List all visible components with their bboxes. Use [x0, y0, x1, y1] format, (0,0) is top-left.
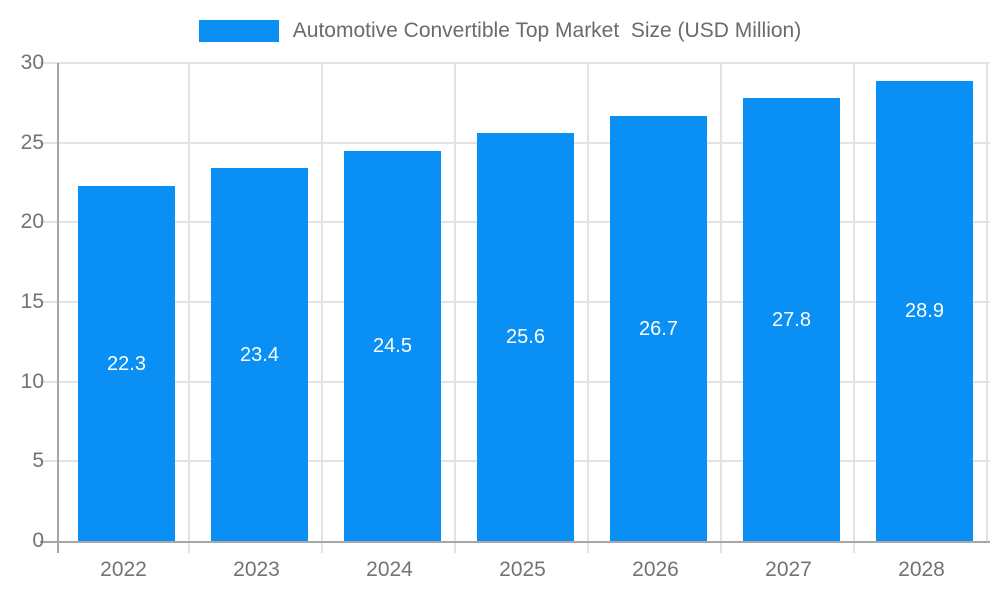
bar-value-label: 27.8	[772, 308, 811, 331]
bar-value-label: 25.6	[506, 326, 545, 348]
x-tick-label: 2027	[765, 558, 812, 581]
bar	[743, 98, 840, 541]
bar	[610, 116, 707, 541]
bar	[344, 151, 441, 541]
x-tick-label: 2022	[100, 558, 147, 581]
x-tick-label: 2024	[366, 558, 413, 581]
x-gridline	[986, 63, 988, 541]
bar-value-label: 23.4	[240, 343, 279, 366]
bar	[477, 133, 574, 541]
x-gridline	[188, 63, 190, 553]
y-tick-label: 30	[20, 51, 44, 74]
y-tick-label: 20	[20, 210, 44, 234]
chart-title: Automotive Convertible Top Market Size (…	[292, 19, 802, 42]
bar	[211, 168, 308, 541]
legend: Automotive Convertible Top Market Size (…	[0, 17, 1000, 45]
bar-value-label: 28.9	[905, 300, 944, 322]
y-tick-label: 5	[32, 449, 44, 473]
x-tick-label: 2026	[632, 558, 679, 581]
bar	[78, 186, 175, 541]
x-gridline	[853, 63, 855, 553]
y-axis-line	[57, 63, 59, 553]
bar-value-label: 22.3	[107, 352, 146, 375]
x-tick-label: 2028	[898, 558, 945, 581]
plot-area: 22.3 23.4 24.5 25.6 26.7 27.8 28.9	[40, 62, 990, 553]
y-tick-label: 0	[32, 529, 44, 552]
x-gridline	[720, 63, 722, 553]
x-tick-label: 2023	[233, 558, 280, 581]
x-gridline	[454, 63, 456, 553]
y-tick-label: 10	[20, 369, 44, 393]
x-gridline	[587, 63, 589, 553]
y-gridline	[40, 62, 990, 64]
y-tick-label: 25	[20, 130, 44, 154]
x-tick-label: 2025	[499, 558, 546, 581]
bar	[876, 81, 973, 541]
x-gridline	[321, 63, 323, 553]
y-tick-label: 15	[20, 290, 44, 313]
bar-value-label: 24.5	[373, 335, 412, 357]
bar-value-label: 26.7	[639, 317, 678, 340]
x-axis-line	[40, 541, 990, 543]
legend-swatch	[198, 20, 279, 42]
